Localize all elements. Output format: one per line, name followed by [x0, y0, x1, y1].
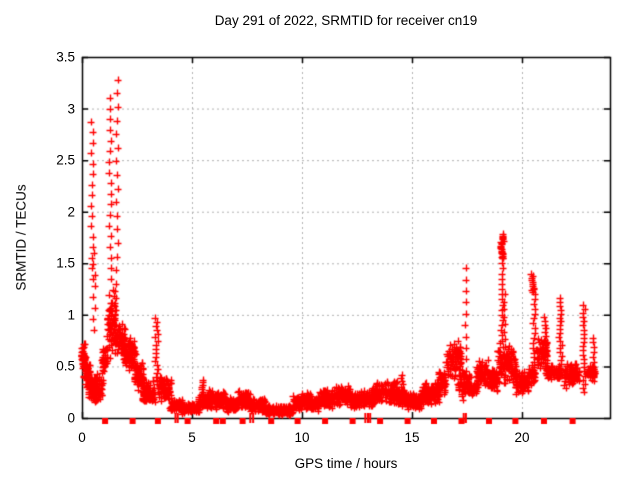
y-tick-label: 3.5 — [56, 49, 75, 65]
chart-title: Day 291 of 2022, SRMTID for receiver cn1… — [214, 13, 478, 28]
y-tick-label: 2.5 — [56, 152, 75, 168]
y-tick-label: 2 — [67, 204, 75, 220]
x-tick-label: 20 — [514, 430, 530, 445]
y-tick-label: 0.5 — [56, 358, 75, 374]
x-tick-label: 5 — [188, 430, 196, 445]
x-tick-label: 10 — [294, 430, 310, 445]
x-tick-label: 0 — [78, 430, 86, 445]
x-tick-label: 15 — [404, 430, 420, 445]
y-tick-label: 0 — [67, 410, 75, 426]
y-tick-label: 3 — [67, 101, 75, 117]
x-axis-label: GPS time / hours — [294, 456, 398, 471]
y-tick-label: 1 — [67, 307, 75, 323]
y-tick-label: 1.5 — [56, 255, 75, 271]
